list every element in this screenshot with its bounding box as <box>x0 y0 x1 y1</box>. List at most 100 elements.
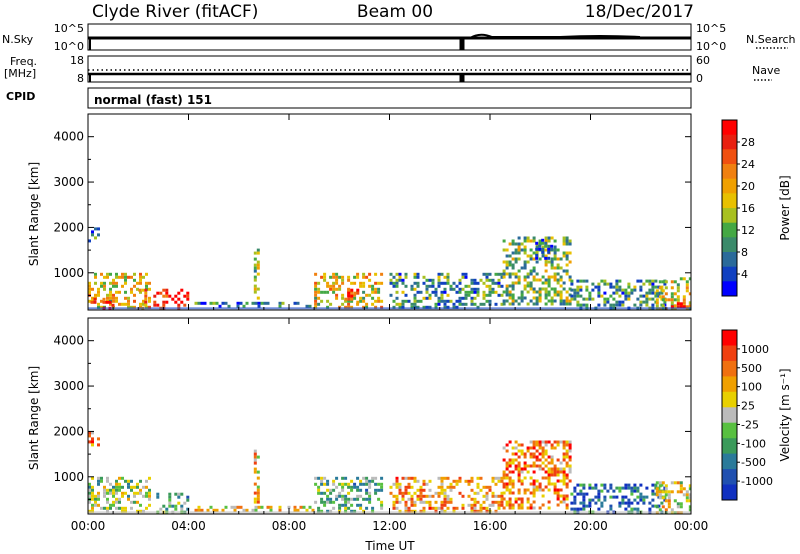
velocity-echo-cell <box>278 505 282 509</box>
power-echo-cell <box>529 257 533 261</box>
power-echo-cell <box>452 287 456 291</box>
power-echo-region <box>253 248 260 300</box>
velocity-echo-cell <box>679 487 683 491</box>
velocity-echo-cell <box>579 489 583 493</box>
power-echo-cell <box>505 260 509 264</box>
power-echo-cell <box>606 300 610 304</box>
velocity-echo-cell <box>314 482 318 486</box>
power-echo-cell <box>91 230 94 234</box>
velocity-echo-cell <box>511 506 515 510</box>
power-echo-cell <box>473 290 477 294</box>
velocity-echo-region <box>156 492 190 514</box>
power-echo-cell <box>535 278 539 282</box>
power-echo-cell <box>437 275 441 279</box>
velocity-echo-cell <box>239 505 243 509</box>
velocity-echo-cell <box>517 476 521 480</box>
power-echo-cell <box>488 287 492 291</box>
power-echo-cell <box>392 299 396 303</box>
velocity-echo-cell <box>332 500 336 504</box>
velocity-xtick-label: 08:00 <box>272 519 307 533</box>
power-echo-cell <box>398 302 402 306</box>
power-echo-cell <box>398 272 402 276</box>
power-echo-cell <box>651 291 655 295</box>
velocity-echo-cell <box>365 491 369 495</box>
velocity-echo-cell <box>410 497 414 501</box>
power-echo-cell <box>645 279 649 283</box>
power-echo-cell <box>562 251 566 255</box>
power-echo-cell <box>350 281 354 285</box>
velocity-echo-cell <box>118 488 121 492</box>
power-echo-cell <box>573 294 577 298</box>
power-echo-cell <box>609 303 613 307</box>
velocity-echo-cell <box>221 508 225 512</box>
power-echo-cell <box>550 266 554 270</box>
velocity-echo-cell <box>428 500 432 504</box>
velocity-echo-cell <box>642 495 646 499</box>
velocity-echo-cell <box>323 482 327 486</box>
power-echo-cell <box>138 288 142 292</box>
power-echo-cell <box>648 282 652 286</box>
power-echo-cell <box>395 272 399 276</box>
velocity-echo-cell <box>514 440 518 444</box>
velocity-echo-cell <box>395 476 399 480</box>
power-echo-cell <box>500 302 504 306</box>
velocity-echo-cell <box>317 506 321 510</box>
power-echo-cell <box>177 303 181 307</box>
velocity-echo-cell <box>103 506 106 510</box>
velocity-echo-cell <box>148 491 151 495</box>
power-echo-cell <box>362 281 366 285</box>
velocity-echo-cell <box>532 446 536 450</box>
cpid-program: normal (fast) 151 <box>94 93 212 107</box>
velocity-echo-cell <box>431 506 435 510</box>
velocity-echo-cell <box>553 491 557 495</box>
power-echo-cell <box>520 248 524 252</box>
power-echo-cell <box>443 290 447 294</box>
velocity-echo-cell <box>553 446 557 450</box>
power-echo-cell <box>576 279 580 283</box>
power-echo-cell <box>511 242 515 246</box>
velocity-echo-cell <box>115 488 118 492</box>
velocity-echo-cell <box>97 491 100 495</box>
power-echo-cell <box>682 298 686 302</box>
velocity-echo-cell <box>308 505 312 509</box>
velocity-echo-cell <box>323 476 327 480</box>
velocity-echo-cell <box>473 491 477 495</box>
power-echo-cell <box>603 300 607 304</box>
velocity-echo-cell <box>538 506 542 510</box>
power-echo-cell <box>517 281 521 285</box>
power-echo-cell <box>332 275 336 279</box>
power-echo-cell <box>401 281 405 285</box>
velocity-echo-cell <box>482 506 486 510</box>
velocity-echo-cell <box>398 491 402 495</box>
power-echo-cell <box>94 275 97 279</box>
power-echo-cell <box>374 290 378 294</box>
power-echo-cell <box>505 293 509 297</box>
velocity-echo-cell <box>508 470 512 474</box>
power-echo-cell <box>544 244 548 248</box>
velocity-echo-cell <box>688 499 691 503</box>
power-echo-cell <box>341 296 345 300</box>
power-echo-cell <box>655 304 659 308</box>
velocity-echo-cell <box>532 494 536 498</box>
velocity-echo-cell <box>293 508 297 512</box>
velocity-xtick-label: 12:00 <box>372 519 407 533</box>
velocity-echo-cell <box>529 464 533 468</box>
velocity-echo-cell <box>655 487 659 491</box>
velocity-echo-cell <box>338 503 342 507</box>
velocity-echo-cell <box>688 508 691 512</box>
power-echo-cell <box>505 272 509 276</box>
velocity-echo-cell <box>594 495 598 499</box>
velocity-echo-cell <box>603 495 607 499</box>
power-echo-cell <box>520 299 524 303</box>
power-echo-cell <box>115 299 118 303</box>
velocity-echo-cell <box>541 449 545 453</box>
velocity-echo-cell <box>517 461 521 465</box>
velocity-echo-cell <box>106 491 109 495</box>
velocity-echo-cell <box>470 476 474 480</box>
power-echo-cell <box>165 300 169 304</box>
nave-tick-top: 60 <box>696 54 710 67</box>
power-echo-cell <box>470 281 474 285</box>
velocity-echo-cell <box>127 479 130 483</box>
power-echo-cell <box>633 285 637 289</box>
